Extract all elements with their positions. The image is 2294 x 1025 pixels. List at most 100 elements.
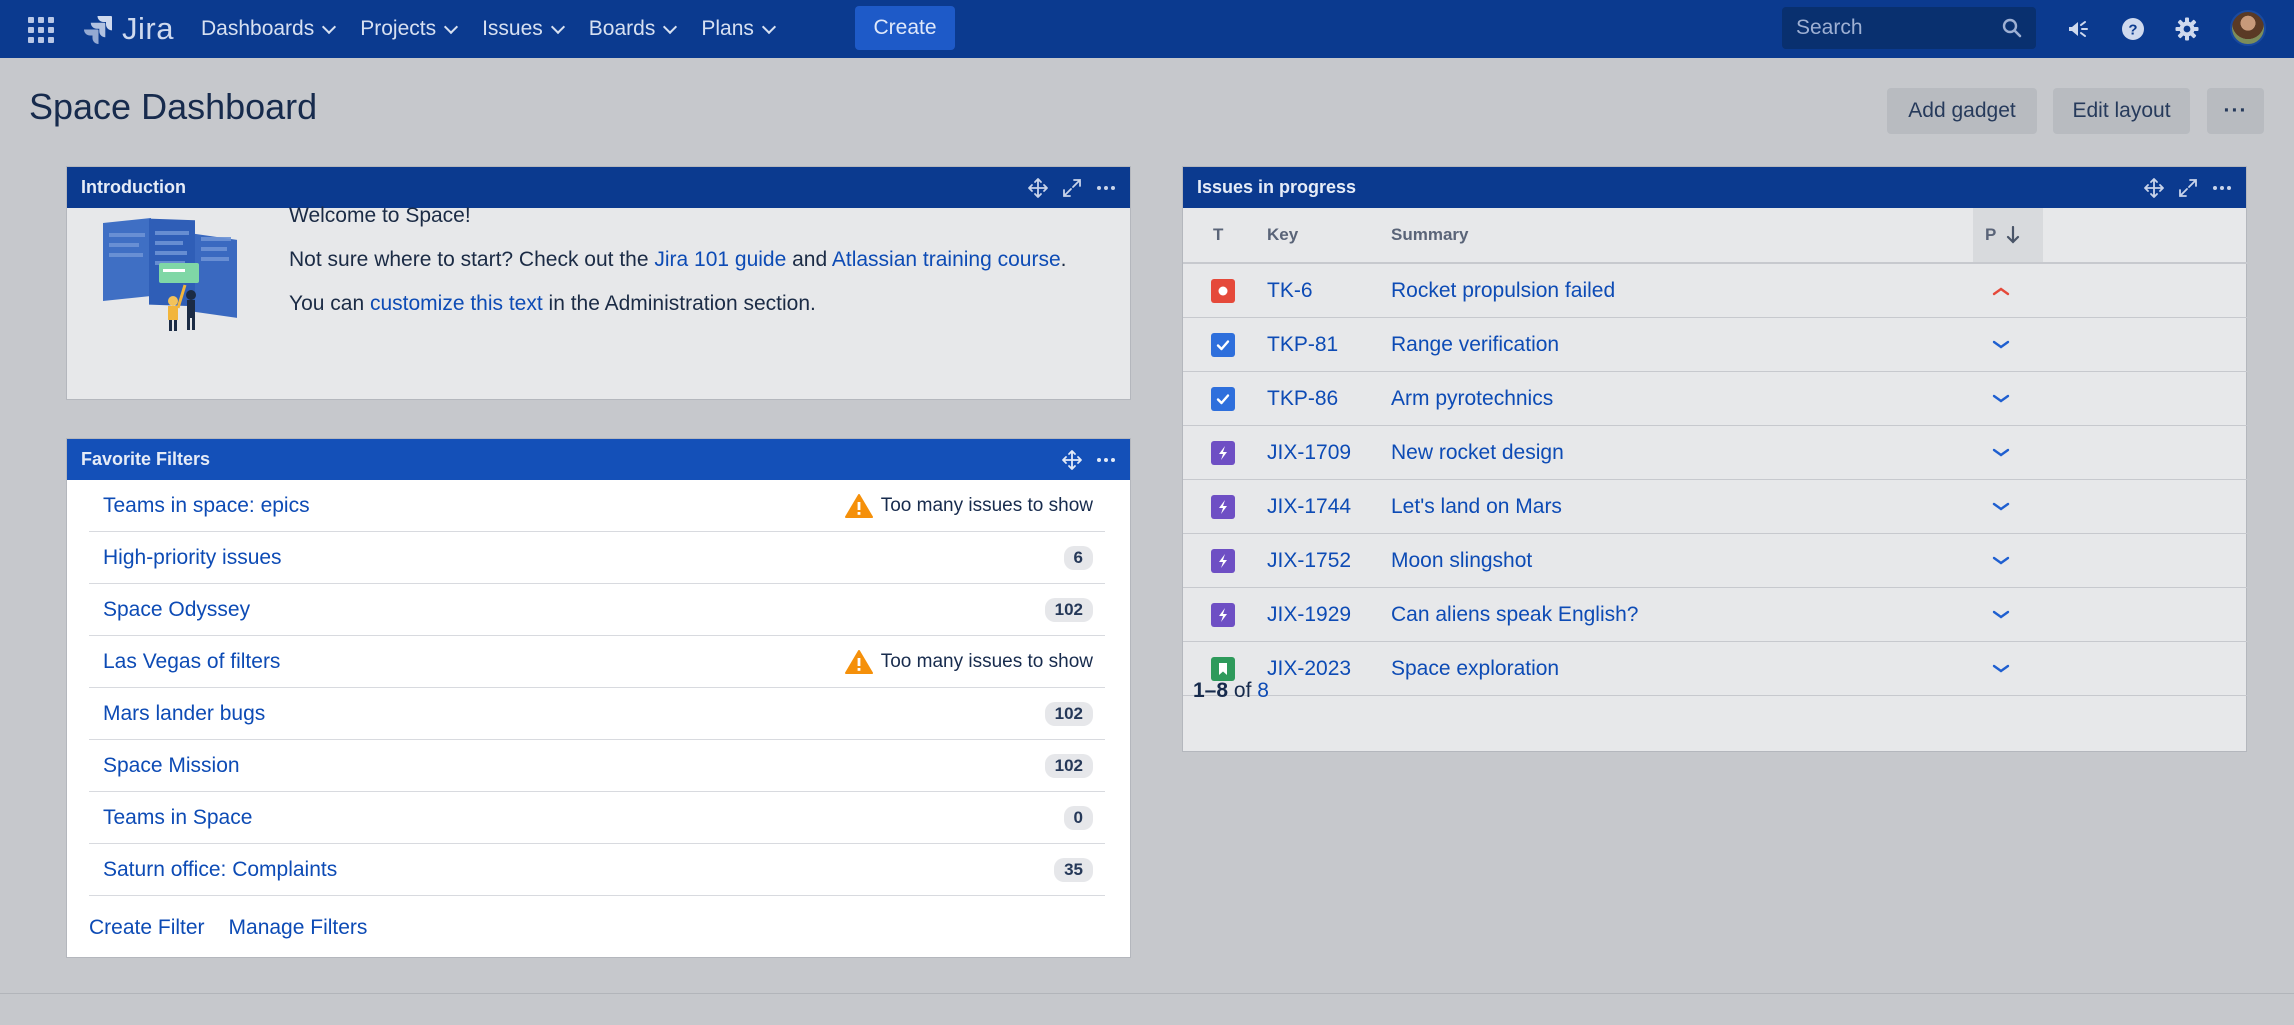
more-actions-button[interactable]: ··· [2207, 88, 2264, 134]
issues-pagination: 1–8 of 8 [1193, 679, 1269, 703]
issue-summary-link[interactable]: New rocket design [1391, 441, 1564, 464]
filter-name-link[interactable]: Space Odyssey [103, 597, 251, 621]
filter-row: Las Vegas of filters Too many issues to s… [89, 636, 1105, 688]
story-icon [1211, 657, 1235, 681]
nav-boards[interactable]: Boards [576, 8, 689, 50]
filter-name-link[interactable]: Saturn office: Complaints [103, 857, 338, 881]
customize-text-link[interactable]: customize this text [369, 292, 543, 315]
issue-key-link[interactable]: JIX-1752 [1267, 549, 1352, 572]
search-box[interactable] [1782, 7, 2036, 49]
issue-priority-cell [1991, 480, 2011, 534]
filter-name-link[interactable]: Teams in Space [103, 805, 253, 829]
favorite-filters-gadget: Favorite Filters Teams in space: epics To… [66, 438, 1131, 958]
issue-type-cell [1211, 264, 1235, 318]
issue-summary-cell: New rocket design [1391, 426, 1564, 480]
issue-row[interactable]: TK-6 Rocket propulsion failed [1183, 264, 2248, 318]
issue-summary-link[interactable]: Let's land on Mars [1391, 495, 1562, 518]
gadget-title: Issues in progress [1197, 177, 1357, 197]
filter-row: Teams in space: epics Too many issues to … [89, 480, 1105, 532]
introduction-gadget: Introduction [66, 166, 1131, 400]
create-button[interactable]: Create [855, 6, 955, 50]
issue-key-link[interactable]: JIX-1709 [1267, 441, 1352, 464]
issue-row[interactable]: JIX-1752 Moon slingshot [1183, 534, 2248, 588]
epic-icon [1211, 441, 1235, 465]
move-icon[interactable] [1026, 176, 1050, 200]
atlassian-training-link[interactable]: Atlassian training course [831, 248, 1061, 271]
filter-name-link[interactable]: Teams in space: epics [103, 493, 310, 517]
issue-summary-link[interactable]: Moon slingshot [1391, 549, 1533, 572]
filter-row: Space Odyssey 102 [89, 584, 1105, 636]
maximize-icon[interactable] [2176, 176, 2200, 200]
issue-key-link[interactable]: JIX-1744 [1267, 495, 1352, 518]
warning-icon [844, 493, 873, 518]
chevron-down-icon [322, 19, 337, 34]
issue-row[interactable]: JIX-2023 Space exploration [1183, 642, 2248, 696]
gadget-title: Favorite Filters [81, 449, 211, 469]
edit-layout-button[interactable]: Edit layout [2053, 88, 2190, 134]
issue-summary-link[interactable]: Can aliens speak English? [1391, 603, 1639, 626]
column-key[interactable]: Key [1267, 225, 1299, 244]
column-priority[interactable]: P [1973, 208, 2043, 262]
issue-type-cell [1211, 588, 1235, 642]
issue-row[interactable]: TKP-81 Range verification [1183, 318, 2248, 372]
filter-warning-text: Too many issues to show [880, 650, 1093, 672]
nav-plans-label: Plans [701, 17, 754, 40]
issue-row[interactable]: JIX-1929 Can aliens speak English? [1183, 588, 2248, 642]
issues-table-header: T Key Summary P [1183, 208, 2248, 264]
welcome-illustration [103, 203, 253, 333]
filter-row: Space Mission 102 [89, 740, 1105, 792]
nav-plans[interactable]: Plans [688, 8, 787, 50]
filter-name-link[interactable]: Mars lander bugs [103, 701, 266, 725]
chevron-down-icon [550, 19, 565, 34]
issue-key-link[interactable]: JIX-2023 [1267, 657, 1352, 680]
issue-summary-link[interactable]: Space exploration [1391, 657, 1560, 680]
filter-count-badge: 35 [1054, 857, 1093, 882]
filter-name-link[interactable]: High-priority issues [103, 545, 282, 569]
jira-101-guide-link[interactable]: Jira 101 guide [654, 248, 787, 271]
nav-projects[interactable]: Projects [347, 8, 469, 50]
issue-key-link[interactable]: TK-6 [1267, 279, 1313, 302]
issue-key-link[interactable]: JIX-1929 [1267, 603, 1352, 626]
search-icon[interactable] [2002, 18, 2022, 38]
gadget-header: Favorite Filters [67, 439, 1130, 480]
search-input[interactable] [1796, 16, 1986, 40]
more-icon[interactable] [1094, 448, 1118, 472]
column-type[interactable]: T [1213, 225, 1224, 244]
manage-filters-link[interactable]: Manage Filters [228, 916, 368, 939]
issue-summary-link[interactable]: Range verification [1391, 333, 1560, 356]
notifications-megaphone-icon[interactable] [2064, 15, 2092, 43]
pagination-total-link[interactable]: 8 [1257, 679, 1269, 702]
issue-summary-cell: Arm pyrotechnics [1391, 372, 1553, 426]
filter-name-link[interactable]: Las Vegas of filters [103, 649, 281, 673]
settings-gear-icon[interactable] [2173, 15, 2201, 43]
more-icon[interactable] [2210, 176, 2234, 200]
jira-logo[interactable]: Jira [82, 11, 174, 47]
more-icon[interactable] [1094, 176, 1118, 200]
issue-summary-link[interactable]: Rocket propulsion failed [1391, 279, 1616, 302]
issue-key-link[interactable]: TKP-86 [1267, 387, 1339, 410]
filter-warning: Too many issues to show [844, 493, 1093, 519]
issue-priority-cell [1991, 426, 2011, 480]
app-switcher-icon[interactable] [28, 17, 54, 43]
issue-type-cell [1211, 426, 1235, 480]
column-summary[interactable]: Summary [1391, 225, 1469, 244]
nav-issues[interactable]: Issues [469, 8, 576, 50]
issue-key-cell: JIX-2023 [1267, 642, 1351, 696]
issue-row[interactable]: TKP-86 Arm pyrotechnics [1183, 372, 2248, 426]
issue-key-link[interactable]: TKP-81 [1267, 333, 1339, 356]
add-gadget-button[interactable]: Add gadget [1887, 88, 2037, 134]
issue-row[interactable]: JIX-1744 Let's land on Mars [1183, 480, 2248, 534]
priority-low-icon [1992, 502, 2010, 511]
nav-dashboards[interactable]: Dashboards [188, 8, 347, 50]
intro-text: Welcome to Space! Not sure where to star… [289, 201, 1089, 333]
create-filter-link[interactable]: Create Filter [89, 916, 205, 939]
user-avatar[interactable] [2230, 10, 2266, 46]
filter-name-link[interactable]: Space Mission [103, 753, 240, 777]
issue-row[interactable]: JIX-1709 New rocket design [1183, 426, 2248, 480]
move-icon[interactable] [2142, 176, 2166, 200]
pagination-of: of [1233, 679, 1252, 702]
help-icon[interactable]: ? [2119, 15, 2147, 43]
move-icon[interactable] [1060, 448, 1084, 472]
maximize-icon[interactable] [1060, 176, 1084, 200]
issue-summary-link[interactable]: Arm pyrotechnics [1391, 387, 1554, 410]
